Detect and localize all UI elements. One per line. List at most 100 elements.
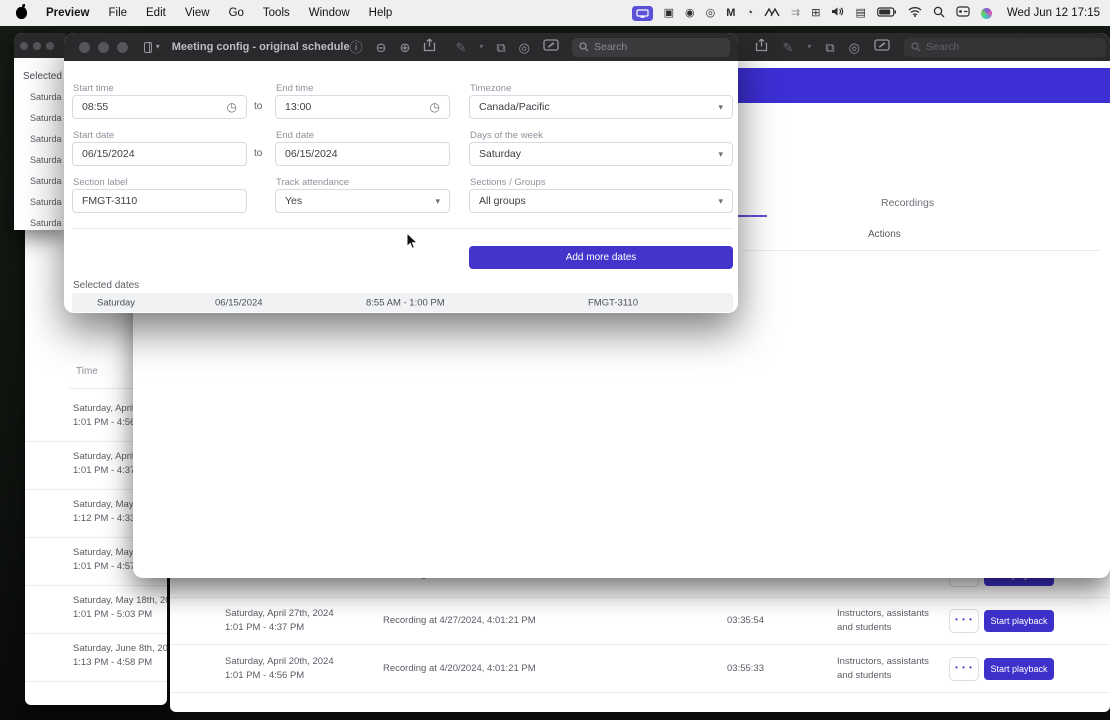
list-item[interactable]: Saturda — [30, 113, 62, 123]
selected-section: FMGT-3110 — [588, 297, 638, 308]
start-time-field[interactable]: 08:55 ◷ — [72, 95, 247, 119]
list-item[interactable]: Saturda — [30, 218, 62, 228]
end-date-label: End date — [276, 130, 315, 141]
control-center-icon[interactable] — [956, 6, 970, 20]
minimize-button[interactable] — [33, 41, 41, 50]
table-row[interactable]: Saturday, May 1:01 PM - 4:57 — [25, 538, 167, 586]
start-date-label: Start date — [73, 130, 115, 141]
clock-app-icon[interactable]: ◔ — [746, 6, 754, 19]
gmail-icon[interactable]: M — [726, 6, 736, 19]
list-item[interactable]: Saturda — [30, 134, 62, 144]
menu-app-name[interactable]: Preview — [46, 7, 90, 19]
analytics-icon[interactable] — [764, 6, 780, 20]
spotlight-icon[interactable] — [933, 6, 945, 21]
menu-window[interactable]: Window — [308, 7, 350, 19]
keyboard-icon[interactable]: ▤ — [855, 6, 866, 19]
annotate-icon[interactable]: ◎ — [848, 39, 860, 55]
end-time-field[interactable]: 13:00 ◷ — [275, 95, 450, 119]
sidebar-icon[interactable] — [144, 41, 152, 53]
days-of-week-select[interactable]: Saturday ▾ — [469, 142, 733, 166]
start-playback-button[interactable]: Start playback — [984, 658, 1054, 680]
tab-active-underline — [733, 215, 767, 217]
copy-icon[interactable]: ⧉ — [825, 39, 835, 55]
end-date-field[interactable]: 06/15/2024 — [275, 142, 450, 166]
annotate-icon[interactable]: ◎ — [518, 39, 530, 55]
start-date-field[interactable]: 06/15/2024 — [72, 142, 247, 166]
add-more-dates-button[interactable]: Add more dates — [469, 246, 733, 269]
menu-tools[interactable]: Tools — [262, 7, 290, 19]
menu-view[interactable]: View — [184, 7, 210, 19]
row-audience: Instructors, assistants — [837, 655, 929, 667]
row-menu-button[interactable]: • • • — [949, 609, 979, 633]
wifi-icon[interactable] — [908, 6, 922, 20]
table-row[interactable]: Saturday, April 1:01 PM - 4:37 — [25, 442, 167, 490]
search-input[interactable]: Search — [572, 37, 730, 57]
row-date: Saturday, April — [73, 403, 135, 414]
photos-icon[interactable]: ▣ — [663, 6, 674, 19]
to-label: to — [254, 101, 263, 112]
chevron-down-icon[interactable]: ▾ — [155, 42, 160, 51]
apple-menu-icon[interactable] — [16, 4, 27, 19]
selected-date: 06/15/2024 — [215, 297, 263, 308]
table-row[interactable]: Saturday, June 8th, 2024 1:13 PM - 4:58 … — [25, 634, 167, 682]
share-icon[interactable] — [423, 38, 436, 57]
table-row[interactable]: Saturday, May 1:12 PM - 4:33 — [25, 490, 167, 538]
menu-clock[interactable]: Wed Jun 12 17:15 — [1006, 7, 1100, 19]
list-item[interactable]: Saturda — [30, 176, 62, 186]
start-playback-button[interactable]: Start playback — [984, 610, 1054, 632]
window-titlebar[interactable] — [14, 33, 66, 58]
tab-recordings[interactable]: Recordings — [881, 197, 935, 209]
search-input[interactable]: Search — [904, 37, 1106, 57]
window-titlebar[interactable]: ▾ Meeting config - original schedule ⓘ ⊖… — [64, 33, 738, 61]
list-item[interactable]: Saturda — [30, 155, 62, 165]
sections-groups-label: Sections / Groups — [470, 177, 546, 188]
zoom-out-icon[interactable]: ⊖ — [375, 39, 387, 55]
close-button[interactable] — [20, 41, 28, 50]
actions-column-header: Actions — [868, 229, 901, 240]
zoom-in-icon[interactable]: ⊕ — [399, 39, 411, 55]
markup-toolbar-icon[interactable] — [874, 38, 890, 56]
row-time: 1:01 PM - 4:56 PM — [225, 669, 305, 681]
edit-pencil-icon[interactable]: ✎ — [455, 39, 467, 55]
table-row[interactable]: Saturday, April 1:01 PM - 4:56 — [25, 394, 167, 442]
zoom-button[interactable] — [117, 41, 128, 53]
table-row[interactable]: Saturday, April 27th, 2024 1:01 PM - 4:3… — [170, 598, 1110, 645]
selected-date-row[interactable]: Saturday 06/15/2024 8:55 AM - 1:00 PM FM… — [72, 293, 733, 312]
window-manager-icon[interactable]: ⊞ — [811, 6, 821, 19]
share-icon[interactable] — [755, 38, 768, 57]
chevron-down-icon[interactable]: ▾ — [807, 42, 812, 51]
list-item[interactable]: Saturda — [30, 92, 62, 102]
timezone-select[interactable]: Canada/Pacific ▾ — [469, 95, 733, 119]
arrows-icon[interactable]: ⇉ — [791, 6, 801, 19]
table-row[interactable]: Saturday, April 20th, 2024 1:01 PM - 4:5… — [170, 645, 1110, 693]
to-label: to — [254, 148, 263, 159]
row-menu-button[interactable]: • • • — [949, 657, 979, 681]
minimize-button[interactable] — [98, 41, 109, 53]
clock-icon: ◷ — [226, 100, 237, 114]
chevron-down-icon[interactable]: ▾ — [479, 42, 484, 51]
close-button[interactable] — [79, 41, 90, 53]
list-item[interactable]: Saturda — [30, 197, 62, 207]
edit-pencil-icon[interactable]: ✎ — [782, 39, 794, 55]
menu-help[interactable]: Help — [368, 7, 393, 19]
menu-go[interactable]: Go — [228, 7, 244, 19]
recording-status-icon[interactable] — [980, 7, 992, 19]
volume-icon[interactable] — [831, 6, 844, 20]
info-icon[interactable]: ⓘ — [349, 39, 363, 55]
sections-groups-select[interactable]: All groups ▾ — [469, 189, 733, 213]
battery-icon[interactable] — [876, 6, 897, 20]
menu-edit[interactable]: Edit — [146, 7, 166, 19]
zoom-button[interactable] — [46, 41, 54, 50]
table-row[interactable]: Saturday, May 18th, 2024 1:01 PM - 5:03 … — [25, 586, 167, 634]
days-of-week-label: Days of the week — [470, 130, 543, 141]
menu-file[interactable]: File — [108, 7, 128, 19]
app-ring-icon[interactable]: ◎ — [705, 6, 716, 19]
section-label-field[interactable]: FMGT-3110 — [72, 189, 247, 213]
app-disc-icon[interactable]: ◉ — [684, 6, 695, 19]
copy-icon[interactable]: ⧉ — [496, 39, 506, 55]
screen-sharing-icon[interactable] — [631, 5, 653, 21]
track-attendance-select[interactable]: Yes ▾ — [275, 189, 450, 213]
markup-toolbar-icon[interactable] — [543, 38, 559, 56]
section-label-value: FMGT-3110 — [82, 195, 138, 207]
row-date: Saturday, May 18th, 2024 — [73, 595, 167, 606]
